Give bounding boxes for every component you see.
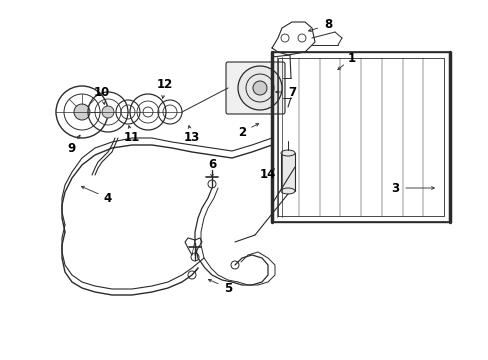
- Text: 1: 1: [347, 51, 355, 64]
- Text: 9: 9: [68, 141, 76, 154]
- Text: 14: 14: [259, 168, 276, 181]
- Text: 13: 13: [183, 131, 200, 144]
- FancyBboxPatch shape: [225, 62, 285, 114]
- Text: 11: 11: [123, 131, 140, 144]
- Text: 10: 10: [94, 85, 110, 99]
- Text: 3: 3: [390, 181, 398, 194]
- Circle shape: [102, 106, 114, 118]
- Text: 6: 6: [207, 158, 216, 171]
- Circle shape: [252, 81, 266, 95]
- Text: 7: 7: [287, 85, 295, 99]
- Circle shape: [238, 66, 282, 110]
- Ellipse shape: [281, 150, 294, 156]
- Text: 8: 8: [323, 18, 331, 31]
- Bar: [281, 153, 294, 191]
- Circle shape: [74, 104, 90, 120]
- Ellipse shape: [281, 188, 294, 194]
- Text: 12: 12: [157, 78, 173, 91]
- Text: 2: 2: [238, 126, 245, 139]
- Text: 4: 4: [103, 192, 112, 204]
- Text: 5: 5: [224, 282, 232, 294]
